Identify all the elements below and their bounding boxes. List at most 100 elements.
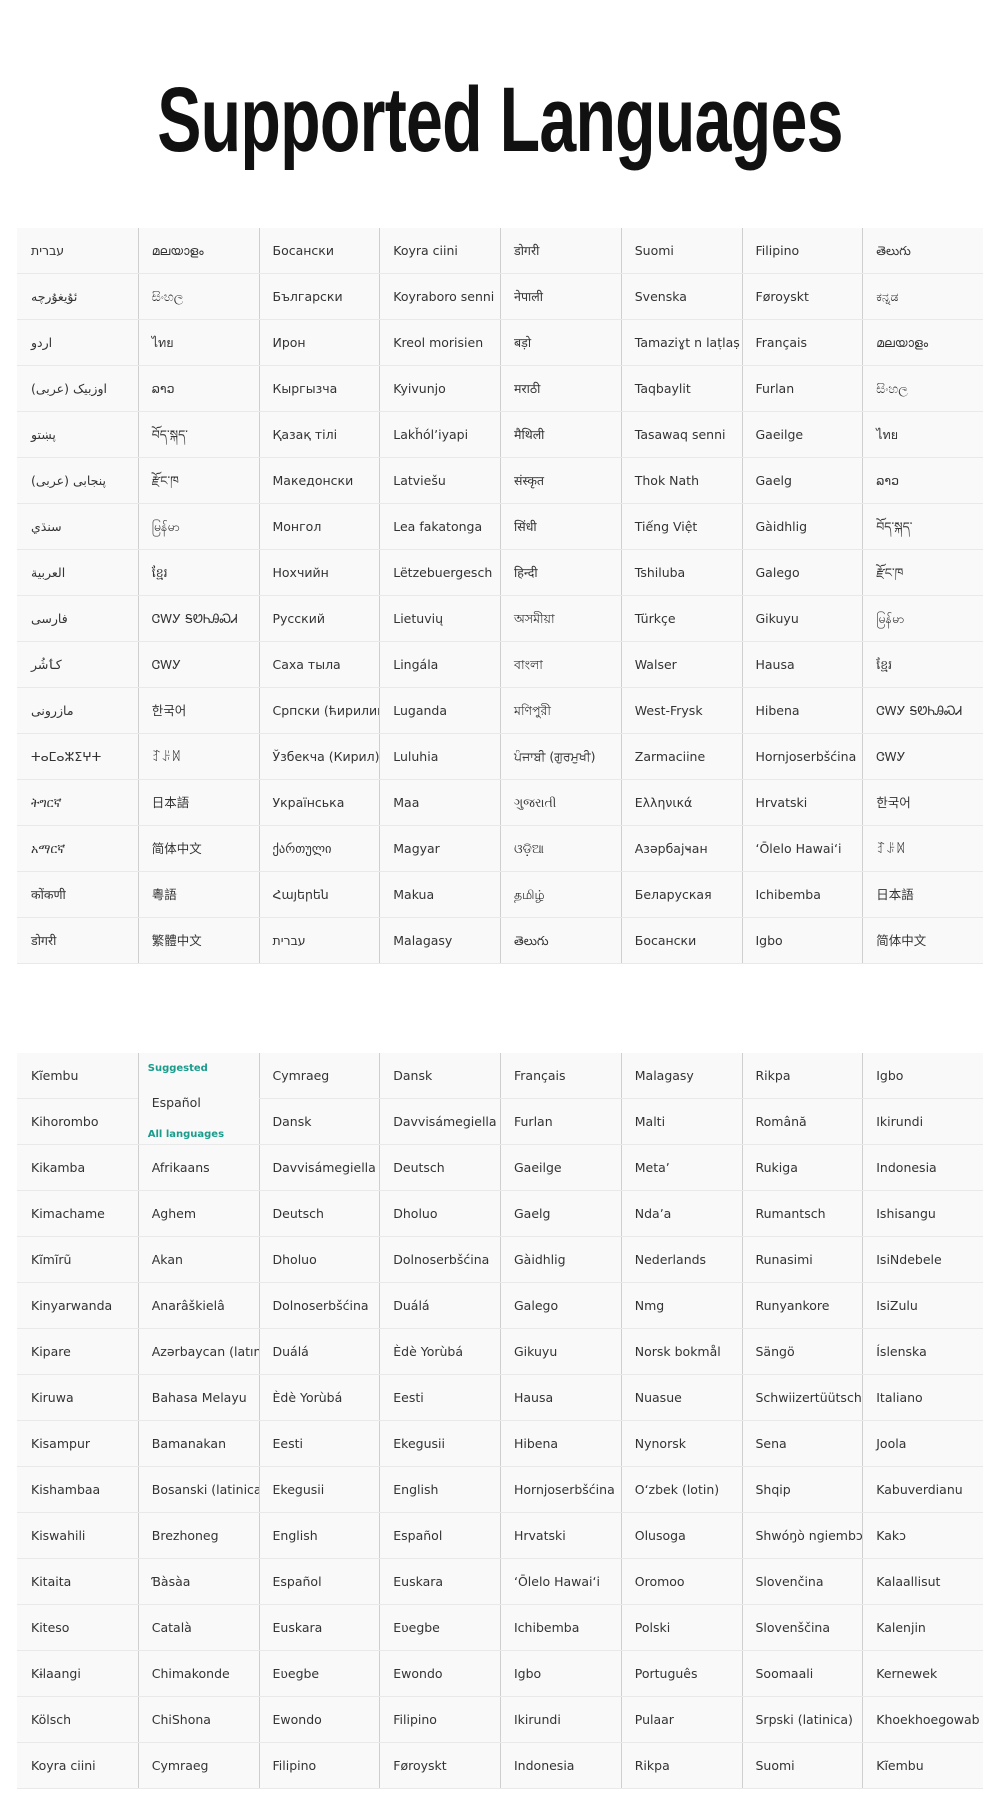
language-option[interactable]: Ekegusii	[379, 1421, 500, 1467]
language-option[interactable]: Dansk	[379, 1053, 500, 1099]
language-option[interactable]: Kɨlaangi	[17, 1651, 138, 1697]
language-option[interactable]: پنجابی (عربی)	[17, 458, 138, 504]
language-option[interactable]: Suomi	[741, 1743, 863, 1789]
language-option[interactable]: Українська	[258, 780, 380, 826]
language-option[interactable]: Հայերեն	[258, 872, 380, 918]
language-option[interactable]: हिन्दी	[500, 550, 621, 596]
language-option[interactable]: Filipino	[379, 1697, 500, 1743]
language-option[interactable]: မြန်မာ	[137, 504, 259, 550]
language-option[interactable]: Svenska	[620, 274, 742, 320]
language-option[interactable]: मराठी	[500, 366, 621, 412]
language-option[interactable]: Èdè Yorùbá	[379, 1329, 500, 1375]
language-option[interactable]: Latviešu	[379, 458, 500, 504]
language-option[interactable]: Filipino	[741, 228, 863, 274]
language-option[interactable]: Türkçe	[620, 596, 742, 642]
language-option[interactable]: Koyra ciini	[379, 228, 500, 274]
language-option[interactable]: Luganda	[379, 688, 500, 734]
language-option[interactable]: Schwiizertüütsch	[741, 1375, 863, 1421]
language-option[interactable]: ʻŌlelo Hawaiʻi	[500, 1559, 621, 1605]
language-option[interactable]: 日本語	[862, 872, 983, 918]
language-option[interactable]: Eʋegbe	[258, 1651, 380, 1697]
language-option[interactable]: सिंधी	[500, 504, 621, 550]
language-option[interactable]: Español	[151, 1095, 201, 1110]
language-option[interactable]: తెలుగు	[862, 228, 983, 274]
language-option[interactable]: Polski	[620, 1605, 742, 1651]
language-option[interactable]: Furlan	[500, 1099, 621, 1145]
language-option[interactable]: Lingála	[379, 642, 500, 688]
language-option[interactable]: ʻŌlelo Hawaiʻi	[741, 826, 863, 872]
language-option[interactable]: Runasimi	[741, 1237, 863, 1283]
language-option[interactable]: Ekegusii	[258, 1467, 380, 1513]
language-option[interactable]: Oromoo	[620, 1559, 742, 1605]
language-option[interactable]: Euskara	[258, 1605, 380, 1651]
language-option[interactable]: ᏣᎳᎩ ᎦᏬᏂᎯᏍᏗ	[137, 596, 259, 642]
language-option[interactable]: עברית	[17, 228, 138, 274]
language-option[interactable]: မြန်မာ	[862, 596, 983, 642]
language-option[interactable]: اوزبیک (عربی)	[17, 366, 138, 412]
language-option[interactable]: ꆈꌠꉙ	[862, 826, 983, 872]
language-option[interactable]: Gikuyu	[500, 1329, 621, 1375]
language-option[interactable]: English	[379, 1467, 500, 1513]
language-option[interactable]: Български	[258, 274, 380, 320]
language-option[interactable]: Dolnoserbšćina	[379, 1237, 500, 1283]
language-option[interactable]: മലയാളം	[862, 320, 983, 366]
language-option[interactable]: Català	[137, 1605, 259, 1651]
language-option[interactable]: සිංහල	[862, 366, 983, 412]
language-option[interactable]: سنڌي	[17, 504, 138, 550]
language-option[interactable]: ไทย	[862, 412, 983, 458]
language-option[interactable]: Нохчийн	[258, 550, 380, 596]
language-option[interactable]: Ndaʼa	[620, 1191, 742, 1237]
language-option[interactable]: Kölsch	[17, 1697, 138, 1743]
language-option[interactable]: बड़ो	[500, 320, 621, 366]
language-option[interactable]: ລາວ	[862, 458, 983, 504]
language-option[interactable]: Саха тыла	[258, 642, 380, 688]
language-option[interactable]: Eesti	[379, 1375, 500, 1421]
language-option[interactable]: Nmg	[620, 1283, 742, 1329]
language-option[interactable]: Gikuyu	[741, 596, 863, 642]
language-option[interactable]: Hornjoserbšćina	[500, 1467, 621, 1513]
language-option[interactable]: डोगरी	[17, 918, 138, 964]
language-option[interactable]: རྫོང་ཁ	[137, 458, 259, 504]
language-option[interactable]: Српски (ћирилица)	[258, 688, 380, 734]
language-option[interactable]: Duálá	[379, 1283, 500, 1329]
language-option[interactable]: Euskara	[379, 1559, 500, 1605]
language-option[interactable]: සිංහල	[137, 274, 259, 320]
language-option[interactable]: Gaeilge	[500, 1145, 621, 1191]
language-option[interactable]: Босански	[258, 228, 380, 274]
language-option[interactable]: Sängö	[741, 1329, 863, 1375]
language-option[interactable]: Cymraeg	[258, 1053, 380, 1099]
language-option[interactable]: 简体中文	[862, 918, 983, 964]
language-option[interactable]: Română	[741, 1099, 863, 1145]
language-option[interactable]: Malti	[620, 1099, 742, 1145]
language-option[interactable]: Norsk bokmål	[620, 1329, 742, 1375]
language-option[interactable]: Íslenska	[862, 1329, 983, 1375]
language-option[interactable]: Metaʼ	[620, 1145, 742, 1191]
language-option[interactable]: Kiswahili	[17, 1513, 138, 1559]
language-option[interactable]: Ewondo	[379, 1651, 500, 1697]
language-option[interactable]: Tshiluba	[620, 550, 742, 596]
language-option[interactable]: Ikirundi	[500, 1697, 621, 1743]
language-option[interactable]: Føroyskt	[741, 274, 863, 320]
language-option[interactable]: Français	[741, 320, 863, 366]
language-option[interactable]: Anarâškielâ	[137, 1283, 259, 1329]
language-option[interactable]: Tiếng Việt	[620, 504, 742, 550]
language-option[interactable]: Kalenjin	[862, 1605, 983, 1651]
language-option[interactable]: Hausa	[741, 642, 863, 688]
language-option[interactable]: Slovenščina	[741, 1605, 863, 1651]
language-option[interactable]: Gaelg	[741, 458, 863, 504]
language-option[interactable]: Кыргызча	[258, 366, 380, 412]
language-option[interactable]: Қазақ тілі	[258, 412, 380, 458]
language-option[interactable]: Kinyarwanda	[17, 1283, 138, 1329]
language-option[interactable]: 粵語	[137, 872, 259, 918]
language-option[interactable]: Kalaallisut	[862, 1559, 983, 1605]
language-option[interactable]: Ελληνικά	[620, 780, 742, 826]
language-option[interactable]: اردو	[17, 320, 138, 366]
language-option[interactable]: ಕನ್ನಡ	[862, 274, 983, 320]
language-option[interactable]: IsiZulu	[862, 1283, 983, 1329]
language-option[interactable]: ትግርኛ	[17, 780, 138, 826]
language-option[interactable]: Kernewek	[862, 1651, 983, 1697]
language-option[interactable]: অসমীয়া	[500, 596, 621, 642]
language-option[interactable]: West-Frysk	[620, 688, 742, 734]
language-option[interactable]: Gaelg	[500, 1191, 621, 1237]
language-option[interactable]: Kreol morisien	[379, 320, 500, 366]
